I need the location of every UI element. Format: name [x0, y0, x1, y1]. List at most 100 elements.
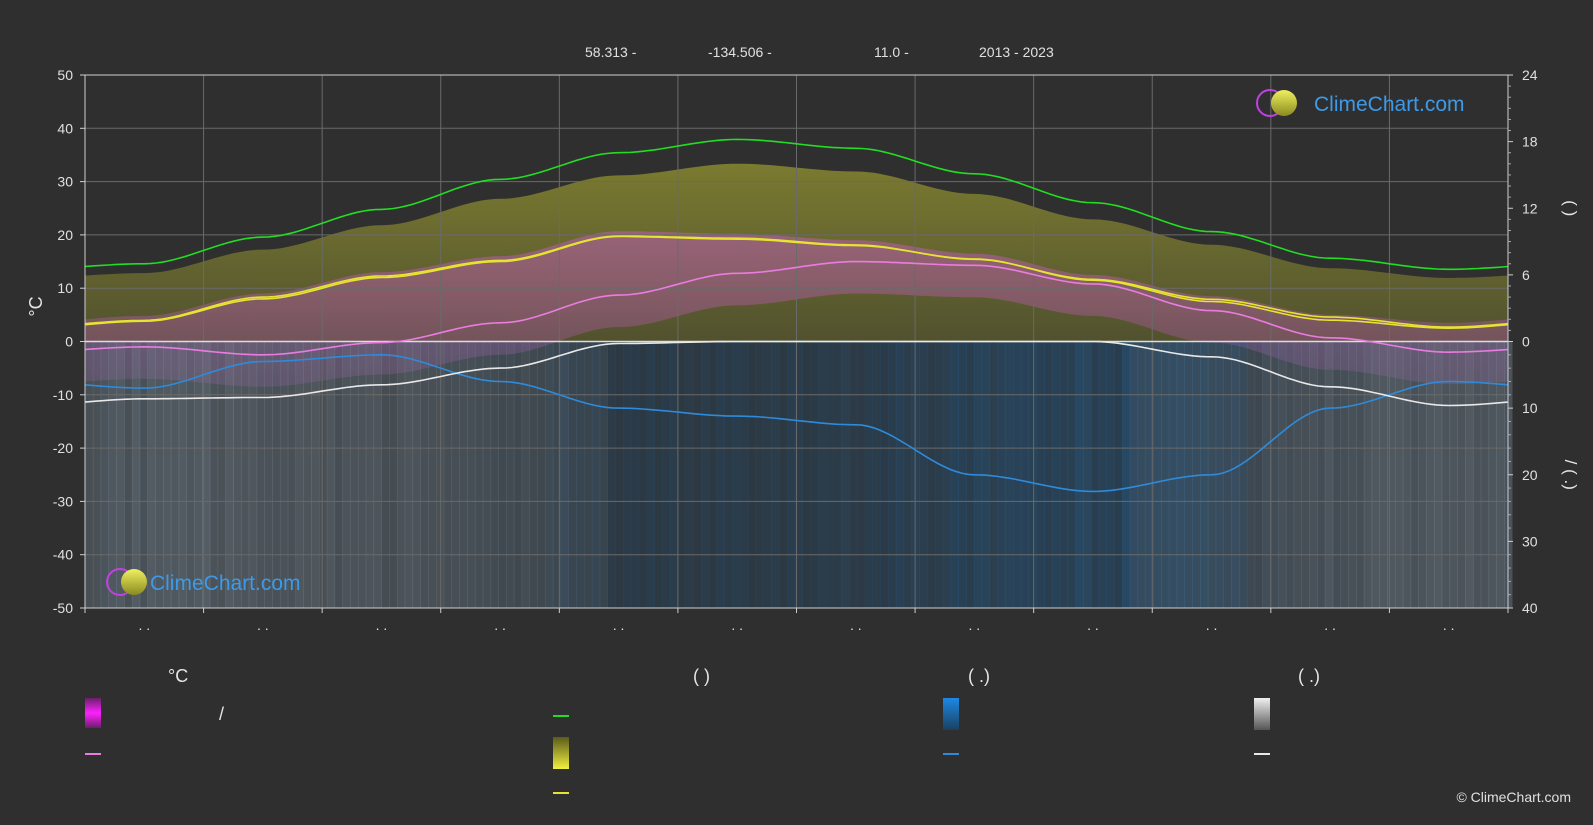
snow-bar [163, 341, 172, 608]
rain-bar [1145, 341, 1154, 608]
rain-bar [716, 341, 726, 608]
rain-bar [202, 341, 211, 608]
month-tick-label: . . [1206, 617, 1218, 633]
rain-bar [124, 341, 133, 608]
rain-bar [1457, 341, 1466, 608]
snow-bar [1137, 341, 1147, 608]
rain-bar [1106, 341, 1115, 608]
logo-bottom[interactable]: ClimeChart.com [106, 568, 301, 596]
rain-bar [1114, 341, 1123, 608]
rain-bar [529, 341, 538, 608]
left-axis-label: °C [26, 296, 46, 316]
rain-bar [825, 341, 835, 608]
rain-bar [139, 341, 149, 608]
legend-snow-swatch [1254, 698, 1270, 730]
header-longitude: -134.506 - [708, 44, 772, 60]
avg_temp-line [84, 260, 1509, 356]
month-tick-label: . . [850, 617, 862, 633]
right-tick-label: 6 [1522, 267, 1530, 283]
rain-bar [1394, 341, 1404, 608]
snow-bar [560, 341, 570, 608]
logo-top[interactable]: ClimeChart.com [1256, 89, 1465, 117]
rain-bar [1168, 341, 1178, 608]
snow-bar [178, 341, 188, 608]
rain-bar [1184, 341, 1193, 608]
rain-bar [186, 341, 195, 608]
left-tick-label: -40 [53, 547, 73, 563]
left-tick-label: -50 [53, 600, 73, 616]
snow-bar [1457, 341, 1466, 608]
rain-bar [428, 341, 437, 608]
snow-bar [233, 341, 242, 608]
rain-bar [638, 341, 648, 608]
rain-bar [708, 341, 718, 608]
rain-bar [396, 341, 406, 608]
snow-bar [1223, 341, 1232, 608]
rain-bar [326, 341, 336, 608]
rain-bar [1371, 341, 1380, 608]
rain-bar [1402, 341, 1412, 608]
left-tick-label: 40 [57, 120, 73, 136]
snow-bar [194, 341, 203, 608]
snow-bar [1387, 341, 1396, 608]
snow-bar [1285, 341, 1295, 608]
rain-bar [669, 341, 679, 608]
left-tick-label: 50 [57, 67, 73, 83]
snow-bar [124, 341, 133, 608]
rain-bar [264, 341, 273, 608]
snow-bar [529, 341, 538, 608]
rain-bar [163, 341, 172, 608]
rain-bar [927, 341, 936, 608]
avg_temp_max-line [84, 235, 1509, 330]
legend-rain-heading: ( .) [968, 666, 990, 686]
rain-bar [170, 341, 180, 608]
snow-bar [287, 341, 297, 608]
rain-bar [552, 341, 562, 608]
snow-bar [490, 341, 499, 608]
rain-bar [1239, 341, 1248, 608]
snow-bar [1449, 341, 1458, 608]
snow-bar [521, 341, 531, 608]
rain-bar [685, 341, 694, 608]
rain-bar [763, 341, 772, 608]
legend-temp-heading: °C [168, 666, 189, 686]
legend-daylight-line [553, 715, 569, 717]
left-tick-label: 20 [57, 227, 73, 243]
rain-bar [108, 341, 117, 608]
rain-bar [85, 341, 94, 608]
axes: 50 40 30 20 10 0 -10 -20 -30 -40 -50 °C 24 18 12 6 0 10 20… [26, 67, 1580, 633]
snow-bar [568, 341, 577, 608]
snow-bar [1176, 341, 1186, 608]
rain-bar [256, 341, 265, 608]
rain-bar [584, 341, 593, 608]
rain-bar [771, 341, 780, 608]
rain-bar [1005, 341, 1014, 608]
snow-bar [334, 341, 343, 608]
right-axis-upper-label: ( ) [1561, 200, 1580, 216]
rain-bar [1176, 341, 1186, 608]
rain-bar [662, 341, 671, 608]
snow-bar [1168, 341, 1178, 608]
rain-bar [1488, 341, 1497, 608]
rain-bar [537, 341, 546, 608]
rain-bar [1020, 341, 1030, 608]
rain-bar [1496, 341, 1505, 608]
rain-bar [607, 341, 616, 608]
copyright: © ClimeChart.com [1456, 789, 1571, 805]
rain-bar [997, 341, 1006, 608]
month-tick-label: . . [731, 617, 743, 633]
snow-bar [170, 341, 180, 608]
rain-bar [1051, 341, 1061, 608]
legend-snow-heading: ( .) [1298, 666, 1320, 686]
month-tick-label: . . [138, 617, 150, 633]
snow-bar [552, 341, 562, 608]
month-tick-label: . . [1087, 617, 1099, 633]
snow-bar [100, 341, 110, 608]
rain-bar [303, 341, 312, 608]
legend-sun-heading: ( ) [693, 666, 710, 686]
snow-bar [459, 341, 468, 608]
rain-bar [1044, 341, 1053, 608]
rain-bar [1161, 341, 1170, 608]
rain-bar [693, 341, 702, 608]
rain-bar [474, 341, 484, 608]
